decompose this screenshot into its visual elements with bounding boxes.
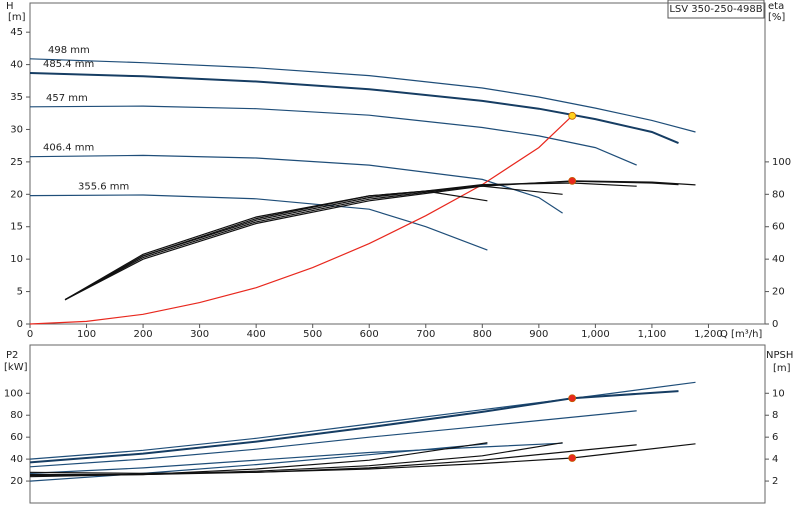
x-tick-label: 900 bbox=[529, 329, 548, 340]
y2-tick-label: 10 bbox=[772, 388, 785, 399]
y2-tick-label: 4 bbox=[772, 454, 778, 465]
y2-axis-unit: [m] bbox=[773, 363, 791, 374]
x-tick-label: 600 bbox=[360, 329, 379, 340]
x-tick-label: 100 bbox=[77, 329, 96, 340]
y2-tick-label: 6 bbox=[772, 432, 778, 443]
curve bbox=[29, 105, 637, 166]
x-tick-label: 700 bbox=[416, 329, 435, 340]
y-tick-label: 80 bbox=[10, 410, 23, 421]
x-tick-label: 300 bbox=[190, 329, 209, 340]
y2-tick-label: 80 bbox=[772, 189, 785, 200]
x-tick-label: 800 bbox=[473, 329, 492, 340]
curve bbox=[29, 381, 696, 460]
y2-axis-unit: [%] bbox=[768, 12, 785, 23]
operating-point bbox=[568, 394, 577, 403]
plot-frame bbox=[29, 344, 766, 504]
y-tick-label: 15 bbox=[10, 222, 23, 233]
y-tick-label: 60 bbox=[10, 432, 23, 443]
x-tick-label: 1,200 bbox=[694, 329, 723, 340]
y2-tick-label: 2 bbox=[772, 476, 778, 487]
y-tick-label: 45 bbox=[10, 27, 23, 38]
curve bbox=[29, 115, 573, 325]
y-tick-label: 25 bbox=[10, 157, 23, 168]
curve-label: 485.4 mm bbox=[43, 59, 94, 70]
y2-tick-label: 8 bbox=[772, 410, 778, 421]
x-tick-label: 1,100 bbox=[638, 329, 667, 340]
secondary-curve bbox=[64, 180, 679, 301]
y2-axis-label: NPSH bbox=[766, 350, 793, 361]
y2-tick-label: 100 bbox=[772, 157, 791, 168]
curve-label: 406.4 mm bbox=[43, 143, 94, 154]
y-axis-unit: [kW] bbox=[4, 362, 28, 373]
y2-tick-label: 40 bbox=[772, 254, 785, 265]
secondary-curve bbox=[29, 442, 488, 478]
curve-label: 355.6 mm bbox=[78, 182, 129, 193]
x-axis-label: Q [m³/h] bbox=[720, 329, 762, 340]
y-tick-label: 10 bbox=[10, 254, 23, 265]
y-tick-label: 5 bbox=[17, 287, 23, 298]
title-box bbox=[667, 0, 765, 19]
plot-frame bbox=[29, 2, 766, 325]
y-tick-label: 0 bbox=[17, 319, 23, 330]
y2-axis-label: eta bbox=[768, 1, 784, 12]
curve bbox=[29, 442, 563, 474]
curve bbox=[29, 443, 488, 482]
x-tick-label: 0 bbox=[27, 329, 33, 340]
operating-point bbox=[568, 176, 577, 185]
curve-label: 498 mm bbox=[48, 45, 90, 56]
curve bbox=[29, 154, 563, 214]
secondary-curve bbox=[64, 182, 637, 301]
y2-tick-label: 60 bbox=[772, 222, 785, 233]
y-axis-label: P2 bbox=[6, 350, 18, 361]
y-tick-label: 20 bbox=[10, 189, 23, 200]
y-tick-label: 30 bbox=[10, 124, 23, 135]
y-tick-label: 35 bbox=[10, 92, 23, 103]
operating-point bbox=[568, 111, 577, 120]
y-tick-label: 20 bbox=[10, 476, 23, 487]
x-tick-label: 500 bbox=[303, 329, 322, 340]
y-tick-label: 40 bbox=[10, 454, 23, 465]
curve bbox=[29, 58, 696, 133]
x-tick-label: 200 bbox=[134, 329, 153, 340]
y-tick-label: 100 bbox=[4, 388, 23, 399]
x-tick-label: 400 bbox=[247, 329, 266, 340]
curve-label: 457 mm bbox=[46, 93, 88, 104]
curve bbox=[29, 410, 637, 468]
y-axis-unit: [m] bbox=[8, 12, 26, 23]
secondary-curve bbox=[64, 185, 563, 301]
curve bbox=[29, 194, 488, 251]
secondary-curve bbox=[64, 190, 488, 301]
y2-tick-label: 0 bbox=[772, 319, 778, 330]
x-tick-label: 1,000 bbox=[581, 329, 610, 340]
y-tick-label: 40 bbox=[10, 60, 23, 71]
y-axis-label: H bbox=[6, 1, 14, 12]
secondary-curve bbox=[64, 180, 696, 301]
curve bbox=[29, 72, 679, 145]
y2-tick-label: 20 bbox=[772, 287, 785, 298]
operating-point bbox=[568, 454, 577, 462]
chart-title: LSV 350-250-498B bbox=[669, 4, 762, 15]
